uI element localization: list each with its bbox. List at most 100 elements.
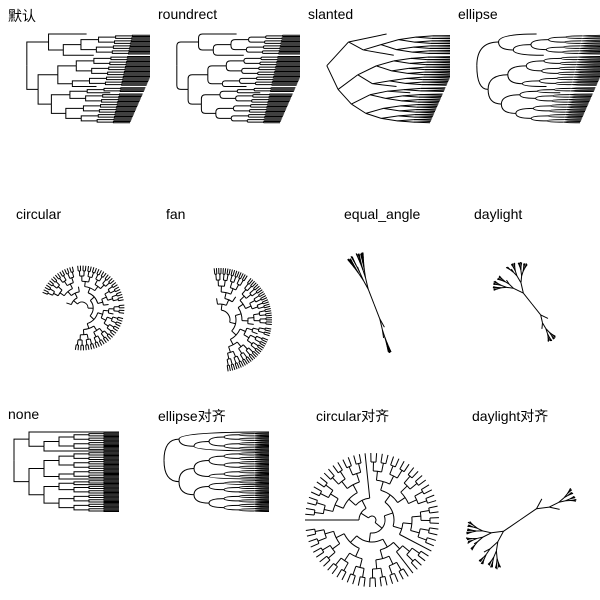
- tree-branch: [236, 89, 255, 92]
- tree-branch: [418, 500, 427, 505]
- tree-branch: [571, 83, 598, 86]
- tree-branch: [58, 476, 119, 480]
- tree-arc: [389, 473, 398, 479]
- tree-branch: [278, 53, 300, 55]
- tree-branch: [59, 271, 63, 277]
- tree-branch: [95, 46, 114, 50]
- tree-branch: [426, 64, 450, 66]
- tree-branch: [103, 504, 119, 506]
- tree-branch: [538, 77, 557, 82]
- tree-branch: [238, 474, 255, 477]
- tree-branch: [101, 100, 118, 103]
- tree-arc: [54, 280, 58, 283]
- tree-arc: [428, 507, 431, 514]
- tree-branch: [547, 333, 549, 337]
- tree-branch: [253, 499, 270, 501]
- tree-branch: [381, 115, 399, 119]
- tree-branch: [71, 80, 90, 84]
- tree-branch: [253, 509, 270, 512]
- tree-branch: [103, 505, 119, 507]
- tree-branch: [103, 489, 119, 491]
- tree-branch: [386, 346, 389, 350]
- tree-branch: [261, 52, 279, 54]
- tree-branch: [561, 50, 580, 53]
- tree-branch: [274, 68, 300, 70]
- tree-branch: [430, 42, 450, 45]
- tree-branch: [279, 47, 300, 49]
- tree-branch: [88, 434, 104, 437]
- tree-branch: [121, 84, 147, 86]
- tree-branch: [385, 454, 389, 464]
- tree-branch: [235, 98, 252, 102]
- tree-branch: [127, 57, 150, 59]
- tree-arc: [340, 557, 349, 564]
- tree-branch: [415, 111, 435, 114]
- tree-branch: [88, 481, 104, 484]
- tree-arc: [337, 469, 343, 474]
- panel-title-circular: circular: [16, 206, 62, 222]
- tree-branch: [253, 490, 270, 492]
- tree-branch: [103, 496, 119, 498]
- tree-branch: [252, 94, 270, 96]
- tree-branch: [482, 530, 492, 534]
- tree-branch: [510, 268, 514, 273]
- tree-branch: [547, 114, 566, 117]
- tree-branch: [103, 443, 119, 445]
- tree-branch: [365, 277, 369, 290]
- tree-branch: [259, 327, 266, 330]
- panel-title-daylight: daylight: [474, 206, 523, 222]
- tree-branch: [578, 50, 600, 52]
- tree-branch: [73, 489, 89, 493]
- tree-branch: [348, 466, 354, 476]
- tree-branch: [236, 91, 261, 94]
- tree-branch: [115, 35, 133, 38]
- tree-branch: [494, 565, 497, 569]
- tree-branch: [572, 496, 575, 498]
- tree-branch: [178, 431, 270, 440]
- tree-branch: [89, 338, 93, 345]
- tree-branch: [253, 456, 270, 459]
- tree-branch: [73, 437, 89, 440]
- tree-branch: [337, 74, 359, 90]
- tree-branch: [117, 99, 140, 101]
- tree-arc: [230, 280, 234, 283]
- tree-branch: [266, 107, 287, 109]
- tree-branch: [402, 522, 412, 525]
- tree-branch: [103, 481, 119, 483]
- tree-branch: [88, 461, 104, 463]
- tree-branch: [252, 342, 259, 347]
- panel-title-ellipse-aligned: ellipse对齐: [158, 408, 226, 424]
- tree-branch: [48, 41, 64, 51]
- tree-branch: [573, 73, 600, 76]
- panel-ellipse: ellipse: [450, 0, 600, 200]
- tree-branch: [130, 39, 150, 41]
- tree-branch: [326, 41, 349, 67]
- tree-branch: [28, 439, 44, 447]
- tree-branch: [498, 275, 502, 278]
- tree-branch: [85, 339, 88, 345]
- tree-branch: [469, 539, 473, 542]
- tree-branch: [408, 499, 417, 505]
- tree-branch: [216, 298, 218, 305]
- tree-branch: [103, 322, 109, 327]
- tree-branch: [579, 47, 600, 50]
- tree-branch: [236, 341, 242, 348]
- tree-branch: [37, 74, 58, 90]
- tree-branch: [37, 89, 52, 105]
- tree-branch: [116, 106, 138, 108]
- tree-branch: [261, 50, 280, 53]
- tree-branch: [117, 293, 123, 297]
- tree-branch: [480, 557, 484, 560]
- tree-branch: [207, 74, 223, 85]
- tree-branch: [58, 482, 74, 487]
- tree-branch: [125, 67, 150, 69]
- tree-branch: [234, 363, 238, 370]
- tree-branch: [260, 340, 267, 345]
- tree-branch: [119, 90, 144, 92]
- tree-branch: [281, 35, 300, 37]
- tree-branch: [520, 275, 523, 283]
- tree-arc: [251, 351, 255, 354]
- tree-branch: [73, 300, 78, 305]
- tree-branch: [420, 550, 429, 557]
- tree-branch: [103, 495, 119, 497]
